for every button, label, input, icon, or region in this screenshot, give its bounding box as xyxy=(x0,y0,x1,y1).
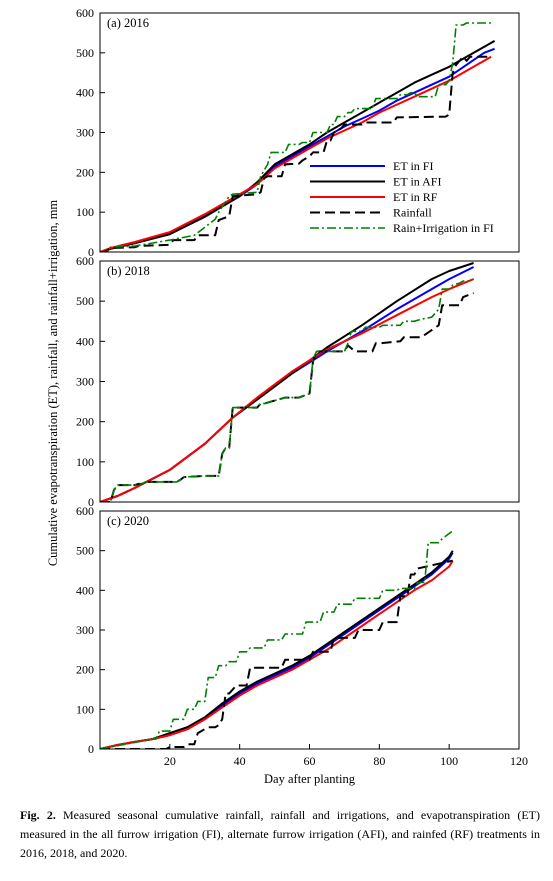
panel-label: (b) 2018 xyxy=(107,264,150,278)
series-group xyxy=(100,22,496,252)
x-axis-label: Day after planting xyxy=(264,772,356,786)
y-tick-label: 300 xyxy=(76,375,94,389)
series-line-2 xyxy=(100,262,474,502)
series-line-3 xyxy=(100,55,492,252)
legend-label: ET in FI xyxy=(393,159,433,173)
y-tick-label: 600 xyxy=(76,254,94,268)
panel-label: (c) 2020 xyxy=(107,514,149,528)
y-axis-label: Cumulative evapotranspiration (ET), rain… xyxy=(46,200,60,567)
y-tick-label: 100 xyxy=(76,205,94,219)
figure-caption: Fig. 2. Measured seasonal cumulative rai… xyxy=(20,806,540,863)
y-tick-label: 200 xyxy=(76,415,94,429)
series-line-1 xyxy=(100,266,475,502)
y-tick-label: 0 xyxy=(88,742,94,756)
series-line-4 xyxy=(100,559,453,749)
x-tick-label: 120 xyxy=(510,754,528,768)
y-tick-label: 100 xyxy=(76,702,94,716)
y-tick-label: 0 xyxy=(88,245,94,259)
series-line-1 xyxy=(100,552,454,749)
series-line-2 xyxy=(100,550,454,749)
plot-frame xyxy=(99,260,520,503)
series-group xyxy=(100,262,475,502)
y-tick-label: 400 xyxy=(76,583,94,597)
y-tick-label: 200 xyxy=(76,663,94,677)
plot-frame xyxy=(99,12,520,253)
y-tick-label: 300 xyxy=(76,623,94,637)
x-tick-label: 80 xyxy=(373,754,385,768)
y-tick-label: 400 xyxy=(76,86,94,100)
y-tick-label: 300 xyxy=(76,126,94,140)
y-tick-label: 600 xyxy=(76,6,94,20)
legend-label: ET in AFI xyxy=(393,175,441,189)
series-line-3 xyxy=(100,560,454,749)
panel-label: (a) 2016 xyxy=(107,16,149,30)
x-tick-label: 60 xyxy=(304,754,316,768)
y-tick-label: 400 xyxy=(76,334,94,348)
x-tick-label: 40 xyxy=(234,754,246,768)
y-tick-label: 500 xyxy=(76,294,94,308)
y-tick-label: 0 xyxy=(88,495,94,509)
y-tick-label: 600 xyxy=(76,504,94,518)
x-tick-label: 20 xyxy=(164,754,176,768)
y-tick-label: 500 xyxy=(76,544,94,558)
chart-panel-2: 0 100 200 300 400 500 600 (b) 2018 xyxy=(76,254,520,509)
series-line-5 xyxy=(100,22,492,252)
caption-label: Fig. 2. xyxy=(20,808,56,822)
plot-frame xyxy=(99,510,520,750)
series-group xyxy=(100,530,454,749)
x-tick-label: 100 xyxy=(440,754,458,768)
legend-label: ET in RF xyxy=(393,190,438,204)
legend-label: Rain+Irrigation in FI xyxy=(393,221,494,235)
y-tick-label: 500 xyxy=(76,46,94,60)
series-line-3 xyxy=(100,278,474,502)
chart-panel-3: 0 100 200 300 400 500 600 20 40 60 80 100 120 Day aft… xyxy=(76,504,528,786)
series-line-5 xyxy=(100,530,454,749)
caption-text: Measured seasonal cumulative rainfall, r… xyxy=(20,808,541,860)
legend-label: Rainfall xyxy=(393,206,432,220)
y-tick-label: 100 xyxy=(76,455,94,469)
y-tick-label: 200 xyxy=(76,165,94,179)
series-line-5 xyxy=(100,278,474,502)
